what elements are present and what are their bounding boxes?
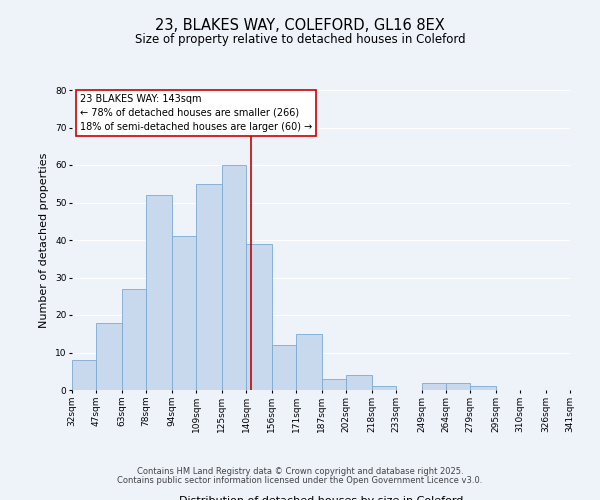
Bar [322, 379, 346, 390]
Bar [422, 382, 446, 390]
Bar [196, 184, 222, 390]
Bar [172, 236, 196, 390]
Bar [146, 195, 172, 390]
Bar [122, 289, 146, 390]
Bar [372, 386, 396, 390]
Text: Contains HM Land Registry data © Crown copyright and database right 2025.: Contains HM Land Registry data © Crown c… [137, 467, 463, 476]
Y-axis label: Number of detached properties: Number of detached properties [40, 152, 49, 328]
Text: Contains public sector information licensed under the Open Government Licence v3: Contains public sector information licen… [118, 476, 482, 485]
Bar [470, 386, 496, 390]
Bar [446, 382, 470, 390]
Bar [72, 360, 96, 390]
Text: 23 BLAKES WAY: 143sqm
← 78% of detached houses are smaller (266)
18% of semi-det: 23 BLAKES WAY: 143sqm ← 78% of detached … [80, 94, 313, 132]
Bar [246, 244, 272, 390]
Bar [296, 334, 322, 390]
Text: 23, BLAKES WAY, COLEFORD, GL16 8EX: 23, BLAKES WAY, COLEFORD, GL16 8EX [155, 18, 445, 32]
X-axis label: Distribution of detached houses by size in Coleford: Distribution of detached houses by size … [179, 496, 463, 500]
Bar [96, 322, 122, 390]
Bar [346, 375, 372, 390]
Bar [222, 165, 246, 390]
Bar [272, 345, 296, 390]
Text: Size of property relative to detached houses in Coleford: Size of property relative to detached ho… [134, 32, 466, 46]
